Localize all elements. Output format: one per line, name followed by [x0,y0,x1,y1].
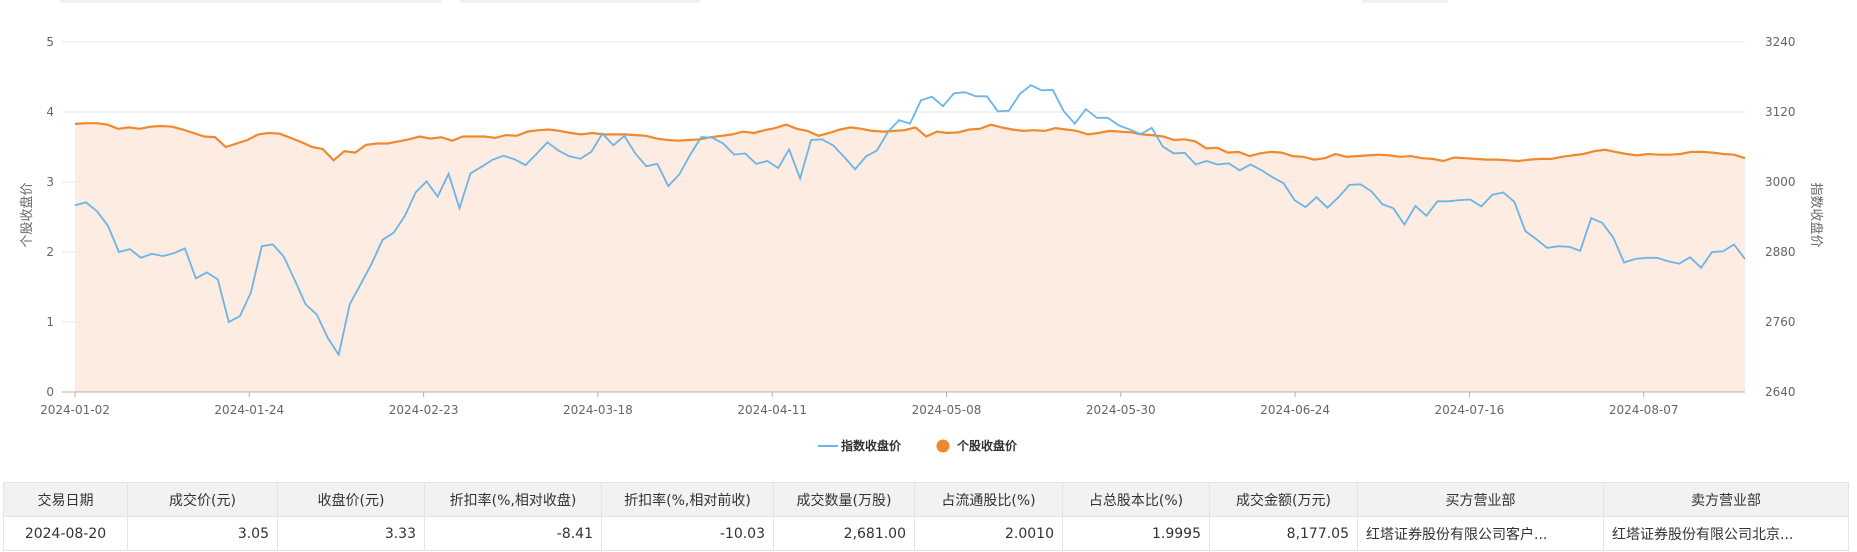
filter-control-1[interactable] [60,0,442,3]
col-header-trade-date[interactable]: 交易日期 [3,482,128,517]
cell-float-ratio: 2.0010 [914,516,1063,551]
legend-index-label: 指数收盘价 [841,438,902,453]
x-tick-label: 2024-01-02 [40,403,110,417]
right-axis-label: 指数收盘价 [1808,182,1824,247]
col-header-discount-close[interactable]: 折扣率(%,相对收盘) [424,482,602,517]
col-header-seller[interactable]: 卖方营业部 [1603,482,1849,517]
cell-amount: 8,177.05 [1209,516,1358,551]
top-controls [0,0,1857,4]
x-tick-label: 2024-06-24 [1260,403,1330,417]
filter-control-2[interactable] [460,0,700,3]
cell-seller[interactable]: 红塔证券股份有限公司北京... [1603,516,1849,551]
legend-item-stock[interactable]: 个股收盘价 [936,438,1019,453]
x-tick-label: 2024-05-08 [912,403,982,417]
cell-trade-date: 2024-08-20 [3,516,128,551]
col-header-buyer[interactable]: 买方营业部 [1357,482,1604,517]
left-axis-label: 个股收盘价 [19,182,35,247]
col-header-amount[interactable]: 成交金额(万元) [1209,482,1358,517]
cell-close-price: 3.33 [277,516,425,551]
stock-close-line [74,122,1746,163]
index-close-line [74,84,1746,357]
x-tick-label: 2024-05-30 [1086,403,1156,417]
x-tick-label: 2024-02-23 [389,403,459,417]
right-tick-label: 3120 [1765,105,1796,119]
col-header-volume[interactable]: 成交数量(万股) [773,482,915,517]
cell-discount-close: -8.41 [424,516,602,551]
left-tick-label: 0 [46,385,54,399]
cell-volume: 2,681.00 [773,516,915,551]
left-tick-label: 4 [46,105,54,119]
right-tick-label: 2880 [1765,245,1796,259]
x-tick-label: 2024-03-18 [563,403,633,417]
table-header-row: 交易日期 成交价(元) 收盘价(元) 折扣率(%,相对收盘) 折扣率(%,相对前… [3,482,1849,517]
legend[interactable]: 指数收盘价 个股收盘价 [818,438,1018,453]
legend-stock-label: 个股收盘价 [956,438,1018,453]
col-header-float-ratio[interactable]: 占流通股比(%) [914,482,1063,517]
line-chart: 2024-01-02 2024-01-24 2024-02-23 2024-03-18… [19,35,1824,453]
left-tick-label: 1 [46,315,54,329]
table-row: 2024-08-20 3.05 3.33 -8.41 -10.03 2,681.… [3,516,1849,551]
right-tick-label: 3240 [1765,35,1796,49]
cell-trade-price: 3.05 [127,516,278,551]
col-header-discount-prev[interactable]: 折扣率(%,相对前收) [601,482,774,517]
left-tick-label: 5 [46,35,54,49]
x-tick-label: 2024-04-11 [737,403,807,417]
legend-stock-swatch [936,439,950,453]
right-tick-label: 3000 [1765,175,1796,189]
cell-discount-prev: -10.03 [601,516,774,551]
right-tick-label: 2640 [1765,385,1796,399]
x-tick-label: 2024-08-07 [1609,403,1679,417]
cell-total-ratio: 1.9995 [1062,516,1210,551]
cell-buyer[interactable]: 红塔证券股份有限公司客户... [1357,516,1604,551]
right-y-axis-ticks: 2640 2760 2880 3000 3120 3240 [1765,35,1796,399]
block-trade-table: 交易日期 成交价(元) 收盘价(元) 折扣率(%,相对收盘) 折扣率(%,相对前… [3,482,1849,551]
left-tick-label: 3 [46,175,54,189]
x-tick-label: 2024-07-16 [1435,403,1505,417]
left-tick-label: 2 [46,245,54,259]
legend-item-index[interactable]: 指数收盘价 [818,438,902,453]
col-header-total-ratio[interactable]: 占总股本比(%) [1062,482,1210,517]
stock-close-area [75,123,1745,392]
col-header-close-price[interactable]: 收盘价(元) [277,482,425,517]
x-axis-ticks: 2024-01-02 2024-01-24 2024-02-23 2024-03-18… [40,392,1679,417]
col-header-trade-price[interactable]: 成交价(元) [127,482,278,517]
filter-control-3[interactable] [1362,0,1448,3]
x-tick-label: 2024-01-24 [214,403,284,417]
right-tick-label: 2760 [1765,315,1796,329]
left-y-axis-ticks: 0 1 2 3 4 5 [46,35,54,399]
